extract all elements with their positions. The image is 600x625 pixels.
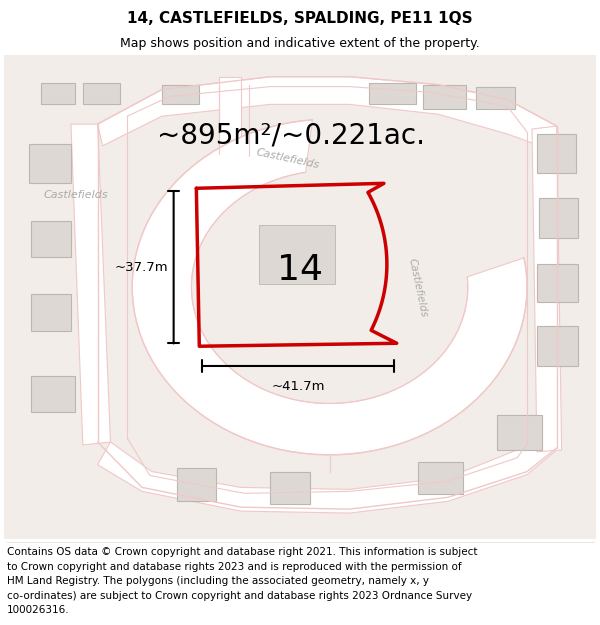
- Polygon shape: [532, 126, 562, 452]
- Polygon shape: [31, 221, 71, 258]
- Polygon shape: [369, 82, 416, 104]
- Text: to Crown copyright and database rights 2023 and is reproduced with the permissio: to Crown copyright and database rights 2…: [7, 562, 462, 572]
- Polygon shape: [537, 134, 577, 174]
- Text: Map shows position and indicative extent of the property.: Map shows position and indicative extent…: [120, 38, 480, 51]
- Polygon shape: [31, 294, 71, 331]
- Polygon shape: [29, 144, 71, 183]
- Polygon shape: [476, 87, 515, 109]
- Polygon shape: [271, 472, 310, 504]
- Polygon shape: [176, 468, 216, 501]
- Text: co-ordinates) are subject to Crown copyright and database rights 2023 Ordnance S: co-ordinates) are subject to Crown copyr…: [7, 591, 472, 601]
- Text: ~41.7m: ~41.7m: [271, 380, 325, 392]
- Text: Castlefields: Castlefields: [43, 190, 108, 200]
- Polygon shape: [424, 84, 466, 109]
- Text: Castlefields: Castlefields: [407, 258, 429, 319]
- Polygon shape: [537, 326, 578, 366]
- Polygon shape: [31, 376, 75, 413]
- Polygon shape: [162, 84, 199, 104]
- Polygon shape: [537, 264, 578, 302]
- Text: 14: 14: [277, 253, 323, 288]
- Polygon shape: [98, 425, 557, 513]
- Polygon shape: [418, 462, 463, 494]
- Polygon shape: [497, 416, 542, 450]
- Text: HM Land Registry. The polygons (including the associated geometry, namely x, y: HM Land Registry. The polygons (includin…: [7, 576, 429, 586]
- Polygon shape: [219, 77, 241, 154]
- Text: 100026316.: 100026316.: [7, 606, 70, 616]
- Polygon shape: [132, 120, 527, 455]
- Text: 14, CASTLEFIELDS, SPALDING, PE11 1QS: 14, CASTLEFIELDS, SPALDING, PE11 1QS: [127, 11, 473, 26]
- Text: Contains OS data © Crown copyright and database right 2021. This information is : Contains OS data © Crown copyright and d…: [7, 548, 478, 558]
- Text: Castlefields: Castlefields: [256, 148, 321, 171]
- Polygon shape: [259, 225, 335, 284]
- Text: ~895m²/~0.221ac.: ~895m²/~0.221ac.: [157, 122, 425, 150]
- Polygon shape: [539, 198, 578, 238]
- Polygon shape: [41, 82, 75, 104]
- Polygon shape: [98, 77, 562, 154]
- Polygon shape: [83, 82, 121, 104]
- Text: ~37.7m: ~37.7m: [115, 261, 169, 274]
- Polygon shape: [71, 124, 110, 445]
